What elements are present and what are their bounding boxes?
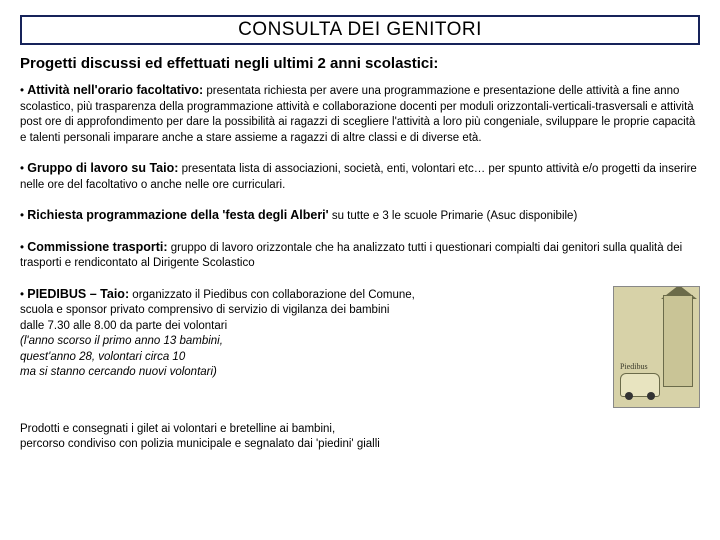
piedibus-line3: dalle 7.30 alle 8.00 da parte dei volont… [20,320,227,332]
footer-line2: percorso condiviso con polizia municipal… [20,438,380,450]
item-lead: Gruppo di lavoro su Taio: [27,161,178,175]
item-gruppo: • Gruppo di lavoro su Taio: presentata l… [20,160,700,193]
piedibus-line1: organizzato il Piedibus con collaborazio… [129,289,415,301]
piedibus-logo-text: Piedibus [620,362,648,371]
tower-icon [663,295,693,387]
piedibus-line6: ma si stanno cercando nuovi volontari) [20,366,217,378]
item-lead: PIEDIBUS – Taio: [27,287,129,301]
piedibus-line2: scuola e sponsor privato comprensivo di … [20,304,389,316]
sub-heading: Progetti discussi ed effettuati negli ul… [20,55,700,72]
bus-icon [620,373,660,397]
page-title: CONSULTA DEI GENITORI [238,19,482,40]
wheel-icon [647,392,655,400]
item-piedibus-row: • PIEDIBUS – Taio: organizzato il Piedib… [20,286,700,408]
footer-line1: Prodotti e consegnati i gilet ai volonta… [20,423,335,435]
wheel-icon [625,392,633,400]
item-lead: Richiesta programmazione della 'festa de… [27,208,328,222]
piedibus-image: Piedibus [613,286,700,408]
piedibus-line4: (l'anno scorso il primo anno 13 bambini, [20,335,223,347]
item-lead: Attività nell'orario facoltativo: [27,83,203,97]
item-richiesta: • Richiesta programmazione della 'festa … [20,207,700,225]
item-body: su tutte e 3 le scuole Primarie (Asuc di… [329,210,578,222]
item-lead: Commissione trasporti: [27,240,167,254]
item-commissione: • Commissione trasporti: gruppo di lavor… [20,239,700,272]
item-attivita: • Attività nell'orario facoltativo: pres… [20,82,700,146]
item-piedibus: • PIEDIBUS – Taio: organizzato il Piedib… [20,286,603,381]
footer-text: Prodotti e consegnati i gilet ai volonta… [20,422,700,453]
piedibus-line5: quest'anno 28, volontari circa 10 [20,351,185,363]
title-box: CONSULTA DEI GENITORI [20,15,700,45]
